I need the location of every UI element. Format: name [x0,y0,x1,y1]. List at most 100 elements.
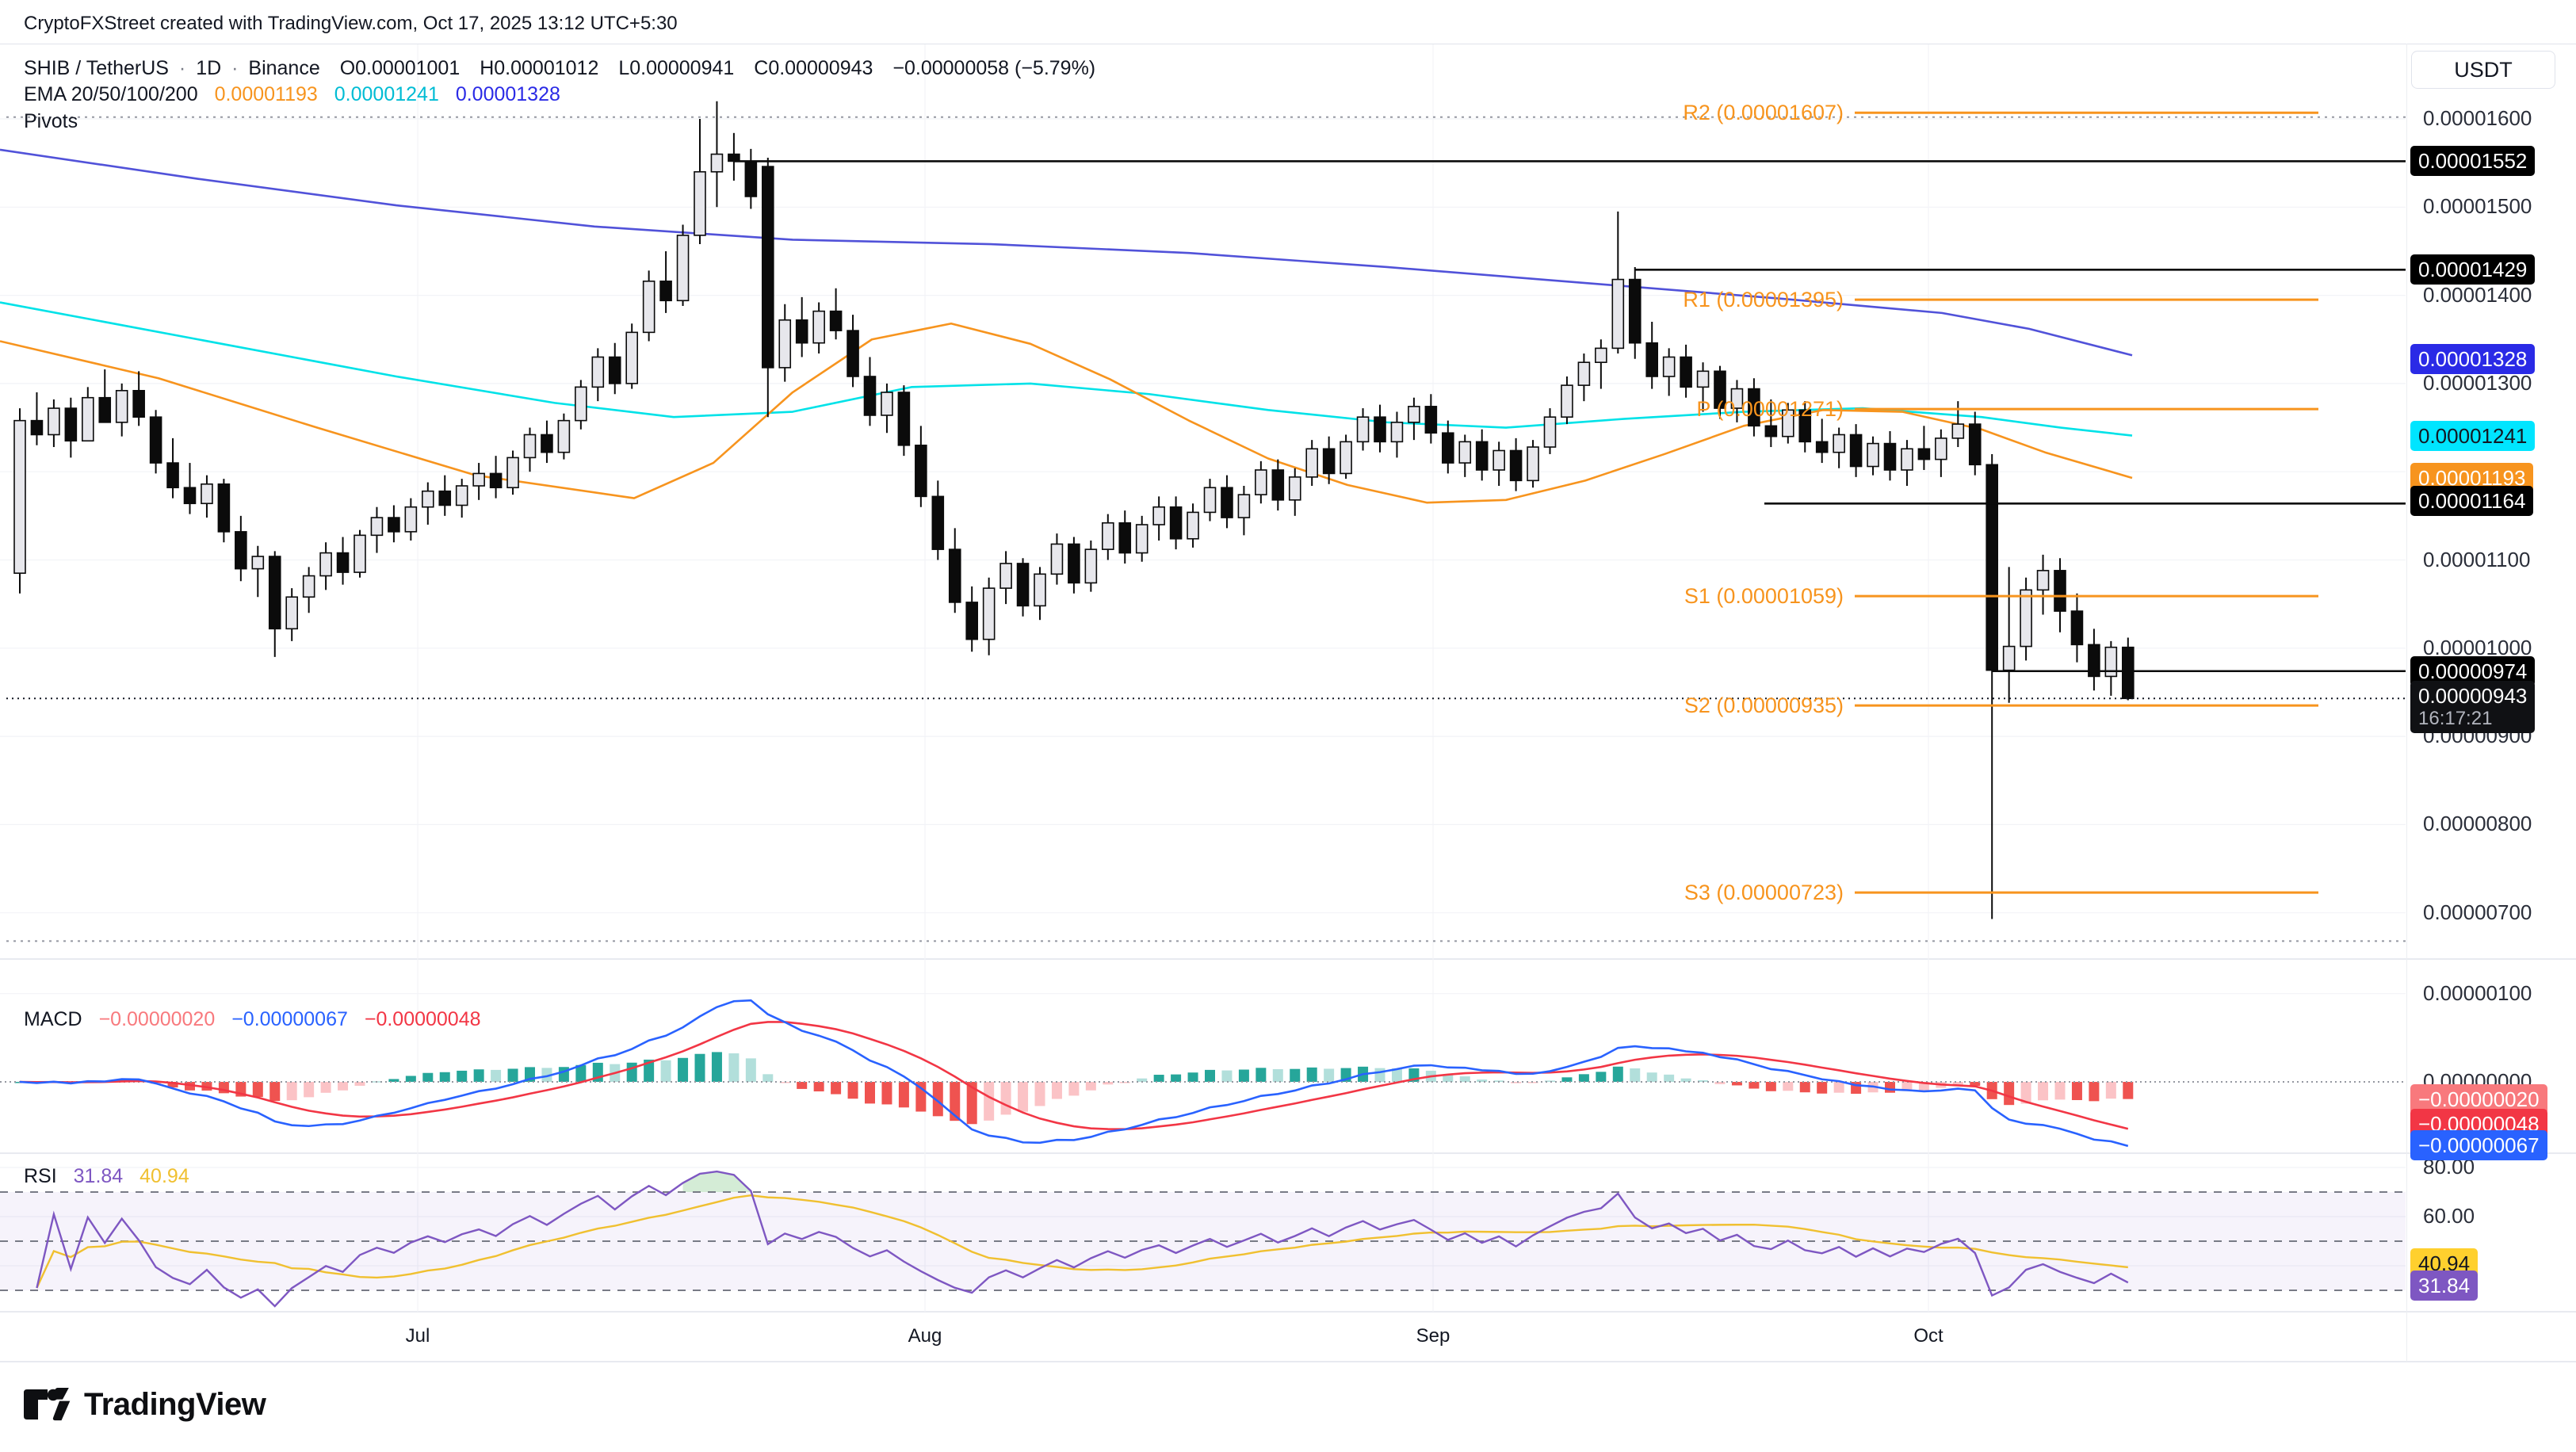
candle-body [1408,406,1420,423]
macd-signal-line [19,1021,2129,1130]
tradingview-logo[interactable]: TradingView [22,1387,266,1423]
ema-legend[interactable]: EMA 20/50/100/200 0.00001193 0.00001241 … [24,83,571,106]
macd-legend[interactable]: MACD −0.00000020 −0.00000067 −0.00000048 [24,1008,492,1031]
candle-body [948,548,961,603]
last-price-badge: 0.00000943 16:17:21 [2410,681,2536,734]
currency-toggle-button[interactable]: USDT [2411,51,2555,89]
symbol-name[interactable]: SHIB / TetherUS [24,57,169,79]
candle-body [1833,434,1845,453]
candle-body [472,472,485,487]
macd-histogram-bar [644,1059,655,1082]
macd-histogram-bar [984,1082,995,1121]
macd-histogram-bar [1000,1082,1011,1115]
macd-histogram-bar [1205,1069,1215,1082]
macd-histogram-bar [950,1082,961,1121]
ohlc-open: O0.00001001 [339,57,461,79]
candle-body [2104,646,2118,678]
macd-histogram-bar [1324,1068,1335,1082]
candle-body [1255,469,1267,495]
rsi-legend[interactable]: RSI 31.84 40.94 [24,1165,201,1188]
candle-body [319,552,332,577]
candle-body [881,392,893,416]
candle-body [1611,278,1625,350]
macd-histogram-bar [1459,1076,1470,1082]
candle-body [370,517,384,537]
ohlc-high: H0.00001012 [480,57,599,79]
macd-histogram-bar [678,1057,689,1082]
candle-body [523,434,537,459]
candle-body [13,419,26,574]
candle-body [64,407,78,442]
candle-body [965,602,978,640]
candle-body [1935,438,1947,460]
candle-body [201,483,213,505]
candle-body [1340,441,1352,475]
candle-body [1424,406,1438,434]
macd-histogram-bar [745,1058,756,1082]
macd-histogram-bar [320,1082,331,1093]
macd-histogram-bar [1833,1082,1844,1093]
axis-price-label: 0.00000800 [2423,812,2532,836]
candle-body [761,166,774,369]
axis-price-badge: 0.00000974 [2410,655,2536,686]
axis-price-label: 0.00001400 [2423,282,2532,307]
macd-histogram-bar [813,1082,824,1092]
ema20-orange-line [0,322,2133,504]
candle-body [625,331,639,384]
candle-body [795,319,808,344]
candle-body [2122,646,2135,700]
ema20-value: 0.00001193 [214,83,318,105]
rsi-ma-value: 40.94 [140,1165,189,1187]
macd-histogram-bar [1680,1078,1691,1082]
macd-histogram-bar [626,1062,637,1082]
candle-body [2020,589,2032,648]
candle-body [30,419,44,436]
candle-body [1561,384,1573,418]
candle-body [1986,464,1998,671]
macd-histogram-bar [2020,1082,2031,1104]
candle-body [710,153,724,173]
ohlc-low: L0.00000941 [618,57,735,79]
macd-histogram-bar [2004,1082,2015,1106]
time-axis-label-sep: Sep [1416,1325,1450,1347]
macd-histogram-bar [1153,1075,1164,1082]
candle-body [1696,370,1710,388]
axis-rsi-label: 60.00 [2423,1204,2475,1228]
candle-body [217,483,231,533]
candle-body [1475,441,1489,471]
macd-histogram-bar [2054,1082,2066,1100]
macd-histogram-bar [304,1082,315,1098]
macd-histogram-bar [439,1072,450,1082]
macd-histogram-bar [269,1082,281,1102]
rsi-line [36,1170,2129,1308]
rsi-label: RSI [24,1165,57,1187]
candle-body [1849,434,1863,468]
candle-body [2088,644,2100,678]
candle-body [931,495,945,550]
price-axis[interactable]: 0.00001600 0.00001500 0.00001400 0.00001300… [2406,44,2576,1362]
macd-histogram-bar [1187,1072,1198,1082]
macd-histogram-bar [1765,1082,1776,1091]
macd-histogram-bar [1527,1082,1538,1083]
pivots-legend[interactable]: Pivots [24,110,78,133]
candle-body [1288,476,1301,501]
pivot-level-label: S1 (0.00001059) [1684,584,1844,608]
macd-histogram-bar [1630,1068,1641,1082]
candle-body [728,153,740,162]
macd-histogram-bar [728,1053,740,1082]
candle-body [1271,469,1285,501]
interval-label[interactable]: 1D [196,57,222,79]
candle-body [2002,645,2016,671]
candle-body [1458,441,1472,464]
macd-histogram-bar [2071,1082,2082,1101]
macd-histogram-bar [1901,1082,1913,1091]
symbol-legend[interactable]: SHIB / TetherUS · 1D · Binance O0.000010… [24,57,1095,80]
exchange-label: Binance [248,57,320,79]
candle-body [1815,441,1829,453]
macd-histogram-bar [797,1082,808,1089]
macd-line-value: −0.00000067 [231,1008,348,1030]
macd-histogram-bar [1085,1082,1096,1091]
macd-histogram-bar [473,1069,484,1082]
